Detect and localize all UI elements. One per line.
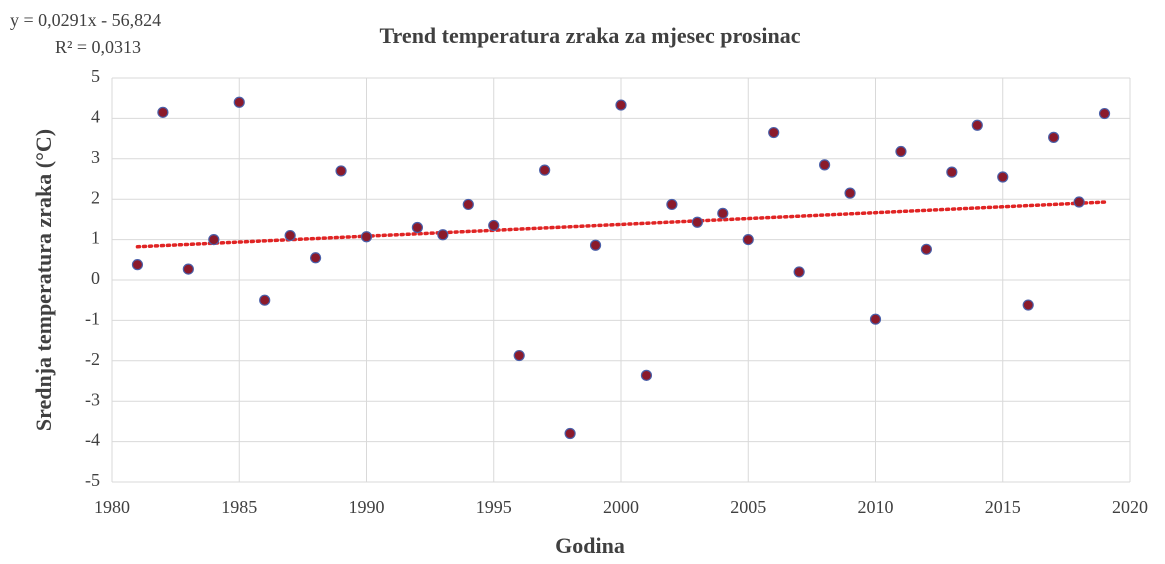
x-tick-label: 1990: [349, 497, 385, 517]
y-tick-label: -1: [85, 309, 100, 329]
y-tick-label: 1: [91, 228, 100, 248]
data-point: [284, 229, 296, 242]
y-tick-label: -2: [85, 349, 100, 369]
data-point: [946, 166, 958, 178]
y-axis-label: Srednja temperatura zraka (°C): [31, 129, 56, 431]
data-point: [869, 313, 882, 325]
data-point: [488, 219, 500, 232]
data-point: [335, 165, 347, 177]
x-tick-label: 2000: [603, 497, 639, 517]
y-tick-label: -4: [85, 430, 100, 450]
y-tick-label: -5: [85, 470, 100, 490]
data-point: [157, 106, 169, 118]
data-point: [742, 234, 754, 246]
data-point: [182, 263, 194, 275]
data-point: [1098, 107, 1111, 120]
y-tick-label: -3: [85, 389, 100, 409]
data-point: [1022, 299, 1034, 311]
trend-line: [135, 200, 1107, 249]
data-point: [768, 126, 780, 139]
y-tick-label: 2: [91, 187, 100, 207]
data-point: [259, 294, 271, 306]
x-tick-label: 2015: [985, 497, 1021, 517]
x-axis-label: Godina: [555, 533, 625, 558]
data-point: [1073, 196, 1085, 208]
data-point: [564, 427, 576, 440]
data-point: [1048, 131, 1060, 143]
x-tick-label: 2010: [858, 497, 894, 517]
x-tick-label: 1995: [476, 497, 512, 517]
data-point: [411, 221, 423, 234]
data-point: [208, 234, 220, 246]
data-point: [666, 198, 678, 211]
y-tick-label: 0: [91, 268, 100, 288]
data-point: [920, 243, 933, 255]
trend-r2: R² = 0,0313: [55, 37, 141, 57]
data-point: [131, 259, 144, 271]
data-point: [793, 266, 805, 278]
x-tick-label: 2005: [730, 497, 766, 517]
y-tick-label: 4: [91, 107, 100, 127]
data-point: [615, 99, 627, 111]
x-tick-label: 1985: [221, 497, 257, 517]
data-point: [818, 159, 831, 171]
data-point: [997, 171, 1009, 183]
data-point: [539, 164, 551, 176]
data-point: [589, 239, 602, 251]
data-point: [844, 187, 856, 199]
data-point: [513, 349, 525, 362]
data-point: [437, 229, 449, 241]
chart-title: Trend temperatura zraka za mjesec prosin…: [380, 23, 801, 48]
y-tick-label: 3: [91, 147, 100, 167]
data-point: [233, 96, 245, 108]
data-point: [640, 369, 653, 381]
data-point: [462, 198, 474, 211]
data-point: [895, 145, 907, 158]
data-point: [691, 216, 703, 228]
trend-equation: y = 0,0291x - 56,824: [10, 10, 161, 30]
x-tick-label: 1980: [94, 497, 130, 517]
x-tick-label: 2020: [1112, 497, 1148, 517]
data-point: [360, 231, 373, 243]
data-point: [310, 252, 322, 264]
data-point: [717, 207, 729, 219]
y-tick-label: 5: [91, 66, 100, 86]
data-point: [971, 119, 983, 131]
